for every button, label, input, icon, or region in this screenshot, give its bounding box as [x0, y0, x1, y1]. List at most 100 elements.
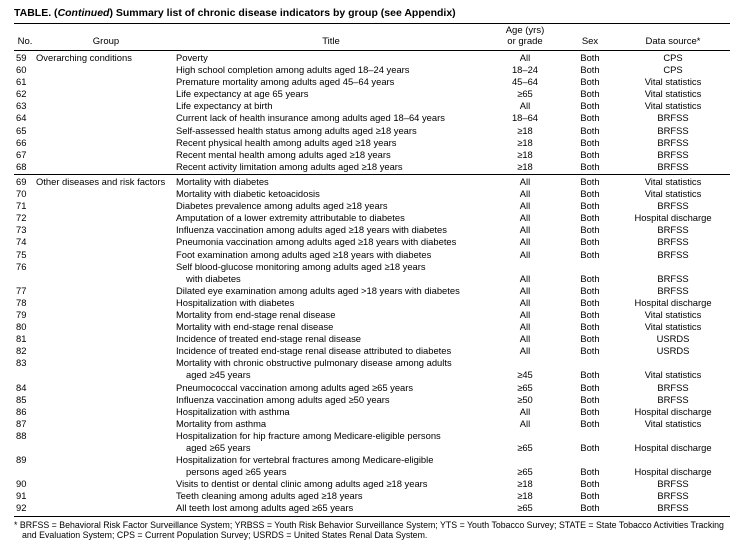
- cell-sex: Both: [580, 100, 600, 112]
- table-row: 73 Influenza vaccination among adults age…: [14, 224, 730, 236]
- cell-age: ≥18: [517, 478, 533, 490]
- cell-age: ≥65: [517, 502, 533, 514]
- cell-group: [36, 137, 176, 149]
- cell-source: [616, 454, 730, 466]
- cell-sex: Both: [580, 188, 600, 200]
- cell-sex: [564, 454, 616, 466]
- cell-group: [36, 188, 176, 200]
- cell-age: ≥18: [517, 490, 533, 502]
- cell-group: [36, 100, 176, 112]
- cell-title: Premature mortality among adults aged 45…: [176, 76, 395, 88]
- cell-title: aged ≥45 years: [186, 369, 251, 381]
- cell-no: 92: [16, 502, 27, 514]
- cell-no: 63: [16, 100, 27, 112]
- cell-no: 70: [16, 188, 27, 200]
- cell-group: [36, 200, 176, 212]
- table-body: 59 Overarching conditions Poverty All Both CP…: [14, 51, 730, 515]
- cell-source: USRDS: [656, 345, 690, 357]
- cell-source: BRFSS: [657, 236, 689, 248]
- cell-group: [36, 309, 176, 321]
- table-row: with diabetes All Both BRFSS: [14, 273, 730, 285]
- cell-age: 18–64: [511, 112, 539, 124]
- table-row: 59 Overarching conditions Poverty All Both CP…: [14, 52, 730, 64]
- cell-no: 67: [16, 148, 27, 160]
- cell-age: All: [519, 308, 531, 320]
- cell-sex: Both: [580, 284, 600, 296]
- cell-no: 76: [16, 260, 27, 272]
- cell-sex: Both: [580, 296, 600, 308]
- cell-age: ≥65: [517, 381, 533, 393]
- table-row: 70 Mortality with diabetic ketoacidosis Al…: [14, 188, 730, 200]
- cell-source: BRFSS: [657, 148, 689, 160]
- cell-sex: Both: [580, 224, 600, 236]
- cell-age: All: [519, 188, 531, 200]
- cell-source: BRFSS: [657, 136, 689, 148]
- cell-sex: Both: [580, 345, 600, 357]
- cell-no: 71: [16, 200, 27, 212]
- cell-title: Pneumococcal vaccination among adults ag…: [176, 381, 414, 393]
- table-row: 76 Self blood-glucose monitoring among ad…: [14, 261, 730, 273]
- column-header-age: Age (yrs) or grade: [486, 25, 564, 47]
- cell-sex: Both: [580, 160, 600, 172]
- cell-source: Vital statistics: [644, 321, 702, 333]
- table-row: 81 Incidence of treated end-stage renal d…: [14, 333, 730, 345]
- table-title-prefix: TABLE. (: [14, 7, 58, 19]
- cell-title: Mortality with end-stage renal disease: [176, 321, 334, 333]
- cell-age: ≥18: [517, 124, 533, 136]
- title-rule: [14, 23, 730, 24]
- cell-title: Dilated eye examination among adults age…: [176, 284, 460, 296]
- cell-no: 68: [16, 160, 27, 172]
- cell-group: [36, 430, 176, 442]
- cell-source: [616, 430, 730, 442]
- table-row: 85 Influenza vaccination among adults age…: [14, 394, 730, 406]
- table-row: 79 Mortality from end-stage renal disease…: [14, 309, 730, 321]
- cell-source: BRFSS: [657, 490, 689, 502]
- cell-age: All: [519, 284, 531, 296]
- cell-source: Vital statistics: [644, 76, 702, 88]
- cell-sex: Both: [580, 490, 600, 502]
- cell-no: 75: [16, 248, 27, 260]
- table-row: 64 Current lack of health insurance among…: [14, 112, 730, 124]
- cell-age: All: [519, 200, 531, 212]
- table-row: 68 Recent activity limitation among adult…: [14, 161, 730, 173]
- cell-age: 45–64: [511, 76, 539, 88]
- cell-group: [36, 112, 176, 124]
- cell-no: [14, 273, 36, 285]
- cell-source: BRFSS: [657, 224, 689, 236]
- table-row: aged ≥65 years ≥65 Both Hospital discharge: [14, 442, 730, 454]
- cell-title: Life expectancy at age 65 years: [176, 88, 309, 100]
- column-header-sex: Sex: [581, 36, 599, 47]
- cell-age: All: [519, 100, 531, 112]
- table-row: 63 Life expectancy at birth All Both Vital s…: [14, 100, 730, 112]
- cell-no: 80: [16, 321, 27, 333]
- cell-title: Hospitalization for vertebral fractures …: [176, 454, 434, 466]
- cell-group: [36, 418, 176, 430]
- cell-age: ≥18: [517, 136, 533, 148]
- cell-age: ≥65: [517, 442, 533, 453]
- cell-age: [486, 454, 564, 466]
- cell-title: Incidence of treated end-stage renal dis…: [176, 333, 362, 345]
- cell-title: High school completion among adults aged…: [176, 64, 410, 76]
- cell-source: BRFSS: [657, 200, 689, 212]
- header-rule: [14, 50, 730, 51]
- cell-source: Hospital discharge: [634, 405, 712, 417]
- column-header-title: Title: [322, 36, 340, 47]
- table-row: 61 Premature mortality among adults aged …: [14, 76, 730, 88]
- cell-title: Foot examination among adults aged ≥18 y…: [176, 248, 432, 260]
- cell-sex: Both: [580, 502, 600, 514]
- cell-group: [36, 212, 176, 224]
- column-header-age-line2: or grade: [507, 35, 543, 47]
- cell-source: USRDS: [656, 333, 690, 345]
- table-row: 87 Mortality from asthma All Both Vital stat…: [14, 418, 730, 430]
- table-row: 60 High school completion among adults ag…: [14, 64, 730, 76]
- cell-group: [36, 297, 176, 309]
- cell-group: [36, 478, 176, 490]
- cell-title: Mortality with diabetes: [176, 175, 269, 187]
- cell-group: [36, 125, 176, 137]
- table-row: persons aged ≥65 years ≥65 Both Hospital di…: [14, 466, 730, 478]
- cell-sex: Both: [580, 212, 600, 224]
- cell-no: 87: [16, 417, 27, 429]
- cell-sex: Both: [580, 272, 600, 284]
- cell-age: ≥50: [517, 393, 533, 405]
- table-row: 89 Hospitalization for vertebral fracture…: [14, 454, 730, 466]
